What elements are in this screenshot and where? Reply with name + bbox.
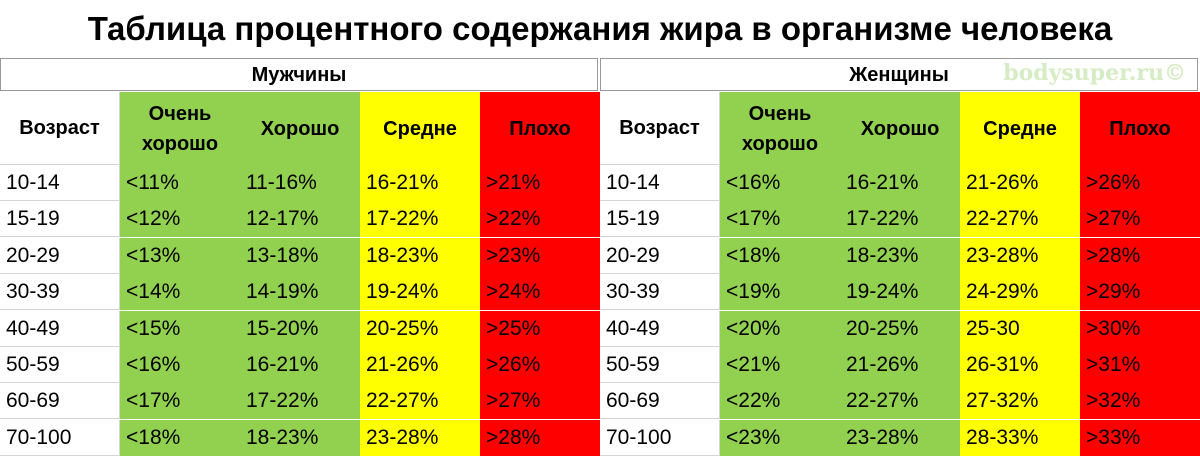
table-cell: 17-22%: [840, 201, 960, 238]
table-cell: 70-100: [600, 419, 720, 456]
column-header: Хорошо: [840, 92, 960, 165]
table-cell: 12-17%: [240, 201, 360, 238]
table-cell: 23-28%: [360, 419, 480, 456]
table-cell: 70-100: [0, 419, 120, 456]
table-cell: 19-24%: [840, 274, 960, 311]
table-cell: >30%: [1080, 310, 1200, 347]
table-cell: 13-18%: [240, 237, 360, 274]
table-cell: 11-16%: [240, 165, 360, 202]
table-cell: 23-28%: [960, 237, 1080, 274]
table-cell: 50-59: [0, 347, 120, 384]
table-cell: 26-31%: [960, 347, 1080, 384]
table-cell: 25-30: [960, 310, 1080, 347]
table-cell: >27%: [1080, 201, 1200, 238]
column-header: Возраст: [600, 92, 720, 165]
column-header: Плохо: [1080, 92, 1200, 165]
table-cell: 27-32%: [960, 383, 1080, 420]
table-cell: >26%: [480, 347, 600, 384]
table-cell: 30-39: [0, 274, 120, 311]
table-cell: 15-19: [600, 201, 720, 238]
table-cell: <16%: [720, 165, 840, 202]
table-cell: 24-29%: [960, 274, 1080, 311]
table-cell: 20-25%: [840, 310, 960, 347]
table-cell: 19-24%: [360, 274, 480, 311]
table-section: Мужчины Возраст Очень хорошо Хорошо Средне Пл…: [0, 58, 600, 456]
table-cell: <18%: [120, 419, 240, 456]
column-header: Возраст: [0, 92, 120, 165]
table-cell: <22%: [720, 383, 840, 420]
section-title: Мужчины: [0, 58, 598, 91]
table-cell: 14-19%: [240, 274, 360, 311]
table-cell: <17%: [720, 201, 840, 238]
table-cell: 21-26%: [960, 165, 1080, 202]
table-cell: 40-49: [0, 310, 120, 347]
table-section: Женщины Возраст Очень хорошо Хорошо Средне Пл…: [600, 58, 1200, 456]
column-header: Хорошо: [240, 92, 360, 165]
table-cell: 15-19: [0, 201, 120, 238]
table-cell: <23%: [720, 419, 840, 456]
table-cell: >28%: [480, 419, 600, 456]
table-cell: >22%: [480, 201, 600, 238]
table-cell: 18-23%: [240, 419, 360, 456]
table-cell: 22-27%: [840, 383, 960, 420]
table-cell: >28%: [1080, 237, 1200, 274]
section-title: Женщины: [600, 58, 1198, 91]
table-cell: >24%: [480, 274, 600, 311]
table-cell: <19%: [720, 274, 840, 311]
table-cell: 21-26%: [360, 347, 480, 384]
table-cell: >27%: [480, 383, 600, 420]
table-cell: 50-59: [600, 347, 720, 384]
table-cell: 18-23%: [840, 237, 960, 274]
table-cell: 16-21%: [360, 165, 480, 202]
table-cell: <16%: [120, 347, 240, 384]
table-cell: 10-14: [600, 165, 720, 202]
table-cell: <17%: [120, 383, 240, 420]
table-cell: <11%: [120, 165, 240, 202]
table-cell: >32%: [1080, 383, 1200, 420]
table-cell: >26%: [1080, 165, 1200, 202]
table-cell: 23-28%: [840, 419, 960, 456]
table-cell: 60-69: [600, 383, 720, 420]
table-cell: 20-25%: [360, 310, 480, 347]
table-cell: 18-23%: [360, 237, 480, 274]
watermark: bodysuper.ru©: [1003, 60, 1186, 86]
column-header: Очень хорошо: [720, 92, 840, 165]
column-header: Средне: [360, 92, 480, 165]
table-cell: 28-33%: [960, 419, 1080, 456]
column-header: Плохо: [480, 92, 600, 165]
table-cell: 10-14: [0, 165, 120, 202]
table-cell: 17-22%: [240, 383, 360, 420]
table-cell: 20-29: [600, 237, 720, 274]
table-cell: 40-49: [600, 310, 720, 347]
table-cell: 20-29: [0, 237, 120, 274]
table-cell: >29%: [1080, 274, 1200, 311]
table-cell: >33%: [1080, 419, 1200, 456]
table-cell: <13%: [120, 237, 240, 274]
table-cell: <14%: [120, 274, 240, 311]
table-cell: 30-39: [600, 274, 720, 311]
table-cell: >21%: [480, 165, 600, 202]
table-cell: >31%: [1080, 347, 1200, 384]
table-cell: 17-22%: [360, 201, 480, 238]
table-cell: 15-20%: [240, 310, 360, 347]
table-cell: >23%: [480, 237, 600, 274]
table-cell: 16-21%: [840, 165, 960, 202]
column-header: Средне: [960, 92, 1080, 165]
table-cell: <21%: [720, 347, 840, 384]
table-cell: <18%: [720, 237, 840, 274]
table-cell: >25%: [480, 310, 600, 347]
table-cell: <15%: [120, 310, 240, 347]
table-cell: 16-21%: [240, 347, 360, 384]
title: Таблица процентного содержания жира в ор…: [87, 10, 1113, 47]
column-header: Очень хорошо: [120, 92, 240, 165]
table-cell: <12%: [120, 201, 240, 238]
table-cell: 22-27%: [960, 201, 1080, 238]
table-cell: <20%: [720, 310, 840, 347]
table-cell: 60-69: [0, 383, 120, 420]
table-cell: 22-27%: [360, 383, 480, 420]
table-cell: 21-26%: [840, 347, 960, 384]
